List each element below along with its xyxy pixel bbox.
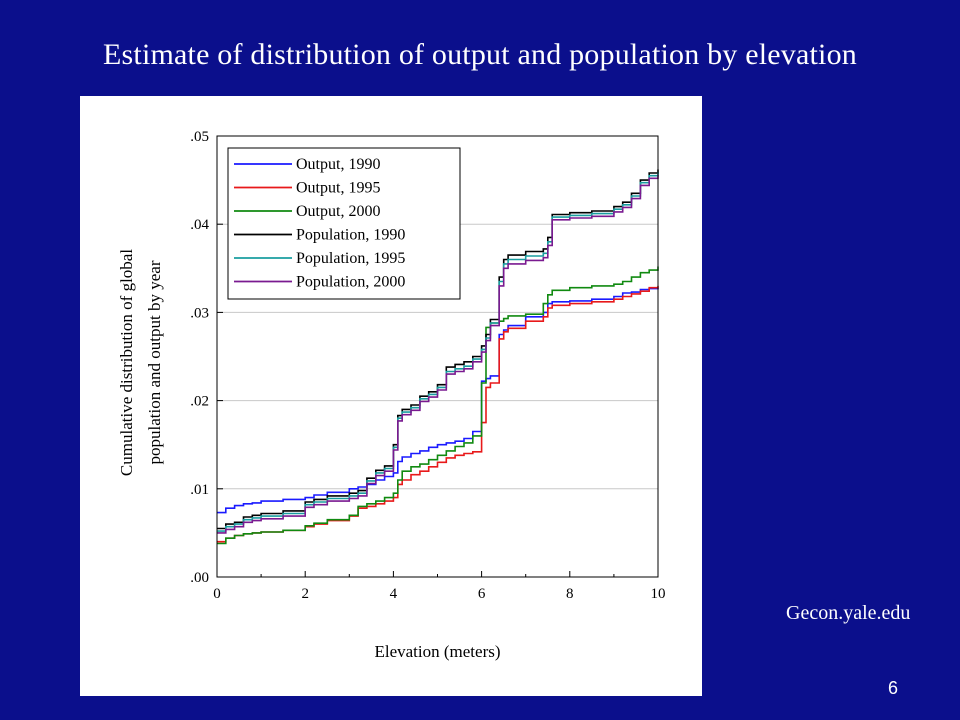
axis-ticks: 0 2 4 6 8 10 .00 .01 .02 .03 .04 .05 (190, 129, 665, 602)
y-tick-label: .00 (190, 570, 209, 586)
legend-label: Population, 1990 (296, 227, 405, 244)
x-tick-label: 2 (301, 586, 309, 602)
source-credit: Gecon.yale.edu (786, 602, 911, 624)
x-tick-label: 0 (213, 586, 221, 602)
legend-label: Output, 1995 (296, 180, 380, 197)
y-tick-label: .03 (190, 305, 209, 321)
line-chart: 0 2 4 6 8 10 .00 .01 .02 .03 .04 .05 Elevation (met… (117, 129, 666, 661)
series-line-0 (217, 287, 659, 514)
legend-box (227, 147, 461, 300)
series-lines (217, 169, 659, 545)
y-tick-label: .01 (190, 482, 209, 498)
x-tick-label: 8 (566, 586, 574, 602)
slide-title: Estimate of distribution of output and p… (103, 38, 857, 71)
legend-label: Population, 1995 (296, 250, 405, 267)
legend-label: Output, 1990 (296, 156, 380, 173)
legend-label: Output, 2000 (296, 203, 380, 220)
y-tick-label: .05 (190, 129, 209, 145)
legend-label: Population, 2000 (296, 274, 405, 291)
y-axis-label-line-1: Cumulative distribution of global (117, 249, 136, 476)
x-tick-label: 4 (390, 586, 398, 602)
y-tick-label: .04 (190, 217, 209, 233)
series-line-5 (217, 174, 659, 534)
series-line-1 (217, 285, 659, 543)
x-axis-label: Elevation (meters) (374, 642, 500, 661)
legend: Output, 1990 Output, 1995 Output, 2000 Popu… (227, 147, 461, 300)
y-tick-label: .02 (190, 394, 209, 410)
series-line-2 (217, 266, 659, 545)
chart-panel: 0 2 4 6 8 10 .00 .01 .02 .03 .04 .05 Elevation (met… (80, 96, 702, 696)
x-tick-label: 6 (478, 586, 486, 602)
slide-number: 6 (888, 678, 899, 698)
y-axis-label-line-2: population and output by year (145, 260, 164, 464)
x-tick-label: 10 (651, 586, 666, 602)
